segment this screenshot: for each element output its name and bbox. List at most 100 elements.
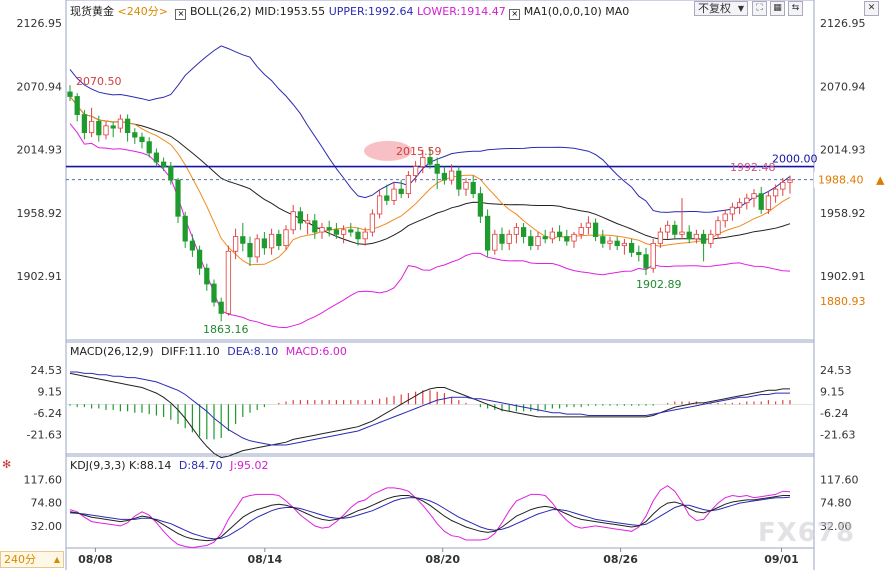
candle-body xyxy=(592,222,599,237)
candle-body xyxy=(297,211,304,224)
macd-tick-left: -21.63 xyxy=(27,429,62,442)
x-tick-label: 08/26 xyxy=(603,553,638,566)
annotation-highlight xyxy=(364,140,412,161)
candle-body xyxy=(398,188,404,195)
price-tick-right: 2070.94 xyxy=(820,80,866,93)
candle-body xyxy=(664,224,671,233)
candle-body xyxy=(542,236,548,240)
candle-body xyxy=(240,236,246,244)
last-price-tag-bg xyxy=(814,171,886,188)
candle-body xyxy=(132,132,138,138)
settings-icon[interactable]: ✻ xyxy=(2,458,12,471)
adjust-select[interactable]: 不复权 ▼ xyxy=(694,1,748,16)
candle-body xyxy=(499,233,505,244)
candle-body xyxy=(225,250,232,314)
boll-lower: LOWER:1914.47 xyxy=(416,5,506,18)
price-tick-left: 2070.94 xyxy=(17,80,63,93)
candle-body xyxy=(657,231,664,244)
candle-body xyxy=(441,172,448,181)
candle-body xyxy=(139,136,145,143)
period-tag[interactable]: 240分 ▲ xyxy=(0,551,64,568)
lower-band-price-tag: 1880.93 xyxy=(820,295,866,308)
x-tick-label: 08/20 xyxy=(425,553,460,566)
x-tick-label: 08/14 xyxy=(248,553,283,566)
macd-label[interactable]: MACD(26,12,9) xyxy=(70,345,154,358)
price-tick-left: 2126.95 xyxy=(17,17,63,30)
kdj-k: K:88.14 xyxy=(129,459,172,472)
candle-body xyxy=(722,213,728,222)
last-price-tag: 1988.40 xyxy=(818,174,864,187)
annotation-low-2: 1902.89 xyxy=(636,278,682,291)
candle-body xyxy=(124,118,131,134)
candle-body xyxy=(736,202,743,208)
x-tick-label: 08/08 xyxy=(78,553,113,566)
macd-dea-line xyxy=(70,371,790,446)
x-tick-label: 09/01 xyxy=(764,553,799,566)
macd-tick-left: -6.24 xyxy=(34,407,62,420)
macd-diff-line xyxy=(69,372,790,459)
annotation-high-1: 2070.50 xyxy=(76,75,122,88)
ma-icon[interactable]: × xyxy=(509,9,521,20)
kdj-j: J:95.02 xyxy=(230,459,269,472)
candle-body xyxy=(686,231,692,240)
candle-body xyxy=(535,236,541,247)
candle-body xyxy=(700,233,707,244)
candle-body xyxy=(729,206,736,215)
candle-body xyxy=(463,181,469,190)
candle-body xyxy=(650,242,656,269)
annotation-high-2: 2015.59 xyxy=(396,145,442,158)
price-tick-right: 1902.91 xyxy=(820,270,866,283)
candle-body xyxy=(643,254,649,269)
candle-body xyxy=(492,233,498,251)
period-label[interactable]: <240分> xyxy=(117,5,168,18)
compare-button[interactable]: ⇆ xyxy=(788,1,803,16)
candle-body xyxy=(103,125,109,136)
candle-body xyxy=(470,181,476,195)
price-layer: 2070.50 1863.16 2015.59 1902.89 1992.482000.… xyxy=(66,45,886,336)
candle-body xyxy=(67,91,73,97)
candle-body xyxy=(765,195,772,210)
boll-icon[interactable]: × xyxy=(175,9,187,20)
candle-body xyxy=(672,224,678,235)
kdj-k-line xyxy=(69,495,790,542)
boll-upper: UPPER:1992.64 xyxy=(328,5,414,18)
candle-body xyxy=(218,301,224,314)
grid-button[interactable]: ▦ xyxy=(770,1,785,16)
candle-body xyxy=(290,211,296,231)
candle-body xyxy=(232,236,239,252)
candle-body xyxy=(528,236,534,247)
candle-body xyxy=(578,227,584,235)
candle-body xyxy=(110,125,116,129)
candle-body xyxy=(744,197,750,204)
last-price-marker-icon: ▲ xyxy=(876,174,885,187)
candle-body xyxy=(708,233,714,244)
price-tick-left: 1958.92 xyxy=(17,207,63,220)
hline-label: 2000.00 xyxy=(772,153,818,166)
candle-body xyxy=(456,170,462,190)
kdj-label[interactable]: KDJ(9,3,3) xyxy=(70,459,126,472)
candle-body xyxy=(153,152,160,163)
candle-body xyxy=(405,175,412,195)
candle-body xyxy=(513,227,520,235)
axis-labels-layer: 2126.95 2126.95 2070.94 2070.94 2014.93 2014.… xyxy=(17,17,866,566)
kdj-tick-right: 32.00 xyxy=(820,520,852,533)
price-tick-left: 2014.93 xyxy=(17,144,63,157)
macd-header: MACD(26,12,9) DIFF:11.10 DEA:8.10 MACD:6… xyxy=(70,345,347,358)
period-dropdown-icon: ▲ xyxy=(53,555,60,564)
candle-body xyxy=(247,242,253,258)
symbol-name[interactable]: 现货黄金 xyxy=(70,5,114,18)
close-button[interactable]: ✕ xyxy=(864,1,879,16)
kdj-j-line xyxy=(69,485,791,549)
price-tick-left: 1902.91 xyxy=(17,270,63,283)
macd-layer xyxy=(66,371,814,459)
candle-body xyxy=(333,229,340,235)
candle-body xyxy=(160,161,167,167)
boll-label: BOLL(26,2) xyxy=(189,5,252,18)
annotation-high-3: 1992.48 xyxy=(730,161,776,174)
price-tick-right: 1958.92 xyxy=(820,207,866,220)
candle-body xyxy=(448,170,455,181)
candle-body xyxy=(564,236,570,242)
boll-mid-line xyxy=(69,96,791,245)
fullscreen-button[interactable]: ⛶ xyxy=(752,1,767,16)
kdj-layer xyxy=(69,485,791,549)
